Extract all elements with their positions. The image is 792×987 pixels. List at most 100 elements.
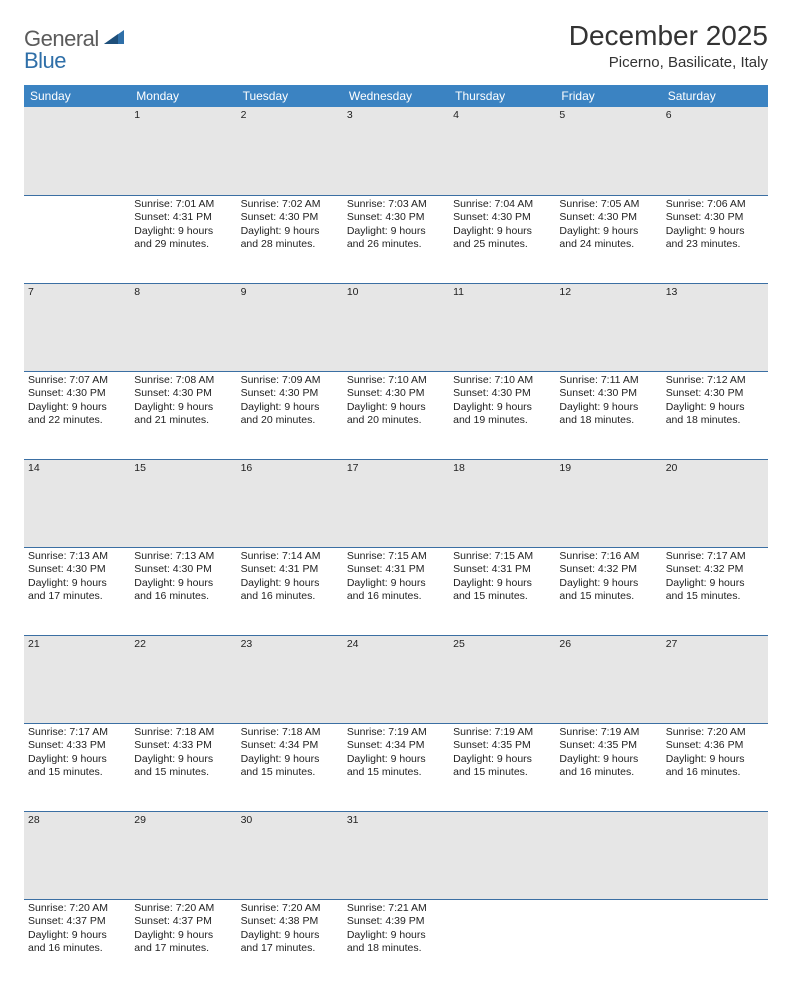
calendar-header-row: SundayMondayTuesdayWednesdayThursdayFrid… xyxy=(24,85,768,107)
day-info: Sunrise: 7:09 AMSunset: 4:30 PMDaylight:… xyxy=(241,374,339,429)
day-cell: Sunrise: 7:19 AMSunset: 4:35 PMDaylight:… xyxy=(449,723,555,811)
day-cell: Sunrise: 7:03 AMSunset: 4:30 PMDaylight:… xyxy=(343,195,449,283)
day-info: Sunrise: 7:13 AMSunset: 4:30 PMDaylight:… xyxy=(28,550,126,605)
day-number xyxy=(662,811,768,899)
day-number: 10 xyxy=(343,283,449,371)
day-info: Sunrise: 7:06 AMSunset: 4:30 PMDaylight:… xyxy=(666,198,764,253)
day-cell: Sunrise: 7:20 AMSunset: 4:37 PMDaylight:… xyxy=(24,899,130,987)
day-cell: Sunrise: 7:15 AMSunset: 4:31 PMDaylight:… xyxy=(449,547,555,635)
day-number xyxy=(24,107,130,195)
day-number: 4 xyxy=(449,107,555,195)
day-number: 18 xyxy=(449,459,555,547)
day-cell: Sunrise: 7:02 AMSunset: 4:30 PMDaylight:… xyxy=(237,195,343,283)
day-cell: Sunrise: 7:09 AMSunset: 4:30 PMDaylight:… xyxy=(237,371,343,459)
day-number: 11 xyxy=(449,283,555,371)
day-number xyxy=(449,811,555,899)
day-cell: Sunrise: 7:17 AMSunset: 4:32 PMDaylight:… xyxy=(662,547,768,635)
day-info: Sunrise: 7:10 AMSunset: 4:30 PMDaylight:… xyxy=(453,374,551,429)
day-number xyxy=(555,811,661,899)
day-info: Sunrise: 7:17 AMSunset: 4:32 PMDaylight:… xyxy=(666,550,764,605)
day-info: Sunrise: 7:19 AMSunset: 4:35 PMDaylight:… xyxy=(453,726,551,781)
day-info: Sunrise: 7:14 AMSunset: 4:31 PMDaylight:… xyxy=(241,550,339,605)
daynum-row: 123456 xyxy=(24,107,768,195)
day-number: 25 xyxy=(449,635,555,723)
day-info: Sunrise: 7:01 AMSunset: 4:31 PMDaylight:… xyxy=(134,198,232,253)
day-number: 22 xyxy=(130,635,236,723)
day-cell: Sunrise: 7:06 AMSunset: 4:30 PMDaylight:… xyxy=(662,195,768,283)
day-info: Sunrise: 7:20 AMSunset: 4:37 PMDaylight:… xyxy=(28,902,126,957)
day-number: 9 xyxy=(237,283,343,371)
month-title: December 2025 xyxy=(569,20,768,52)
day-info: Sunrise: 7:12 AMSunset: 4:30 PMDaylight:… xyxy=(666,374,764,429)
daynum-row: 78910111213 xyxy=(24,283,768,371)
day-number: 31 xyxy=(343,811,449,899)
day-cell: Sunrise: 7:14 AMSunset: 4:31 PMDaylight:… xyxy=(237,547,343,635)
day-cell: Sunrise: 7:10 AMSunset: 4:30 PMDaylight:… xyxy=(449,371,555,459)
day-info: Sunrise: 7:03 AMSunset: 4:30 PMDaylight:… xyxy=(347,198,445,253)
day-info: Sunrise: 7:20 AMSunset: 4:37 PMDaylight:… xyxy=(134,902,232,957)
day-header: Saturday xyxy=(662,85,768,107)
day-info: Sunrise: 7:05 AMSunset: 4:30 PMDaylight:… xyxy=(559,198,657,253)
day-info: Sunrise: 7:21 AMSunset: 4:39 PMDaylight:… xyxy=(347,902,445,957)
day-cell: Sunrise: 7:05 AMSunset: 4:30 PMDaylight:… xyxy=(555,195,661,283)
day-header: Friday xyxy=(555,85,661,107)
day-cell: Sunrise: 7:18 AMSunset: 4:34 PMDaylight:… xyxy=(237,723,343,811)
day-info: Sunrise: 7:19 AMSunset: 4:35 PMDaylight:… xyxy=(559,726,657,781)
day-cell xyxy=(24,195,130,283)
day-info: Sunrise: 7:11 AMSunset: 4:30 PMDaylight:… xyxy=(559,374,657,429)
day-cell: Sunrise: 7:17 AMSunset: 4:33 PMDaylight:… xyxy=(24,723,130,811)
info-row: Sunrise: 7:07 AMSunset: 4:30 PMDaylight:… xyxy=(24,371,768,459)
day-cell: Sunrise: 7:13 AMSunset: 4:30 PMDaylight:… xyxy=(130,547,236,635)
day-cell: Sunrise: 7:13 AMSunset: 4:30 PMDaylight:… xyxy=(24,547,130,635)
day-number: 17 xyxy=(343,459,449,547)
day-number: 27 xyxy=(662,635,768,723)
day-cell: Sunrise: 7:18 AMSunset: 4:33 PMDaylight:… xyxy=(130,723,236,811)
day-info: Sunrise: 7:20 AMSunset: 4:38 PMDaylight:… xyxy=(241,902,339,957)
day-number: 13 xyxy=(662,283,768,371)
day-info: Sunrise: 7:17 AMSunset: 4:33 PMDaylight:… xyxy=(28,726,126,781)
day-number: 12 xyxy=(555,283,661,371)
day-number: 23 xyxy=(237,635,343,723)
day-info: Sunrise: 7:13 AMSunset: 4:30 PMDaylight:… xyxy=(134,550,232,605)
day-number: 14 xyxy=(24,459,130,547)
location-label: Picerno, Basilicate, Italy xyxy=(569,54,768,71)
day-cell: Sunrise: 7:15 AMSunset: 4:31 PMDaylight:… xyxy=(343,547,449,635)
day-cell: Sunrise: 7:20 AMSunset: 4:37 PMDaylight:… xyxy=(130,899,236,987)
day-info: Sunrise: 7:15 AMSunset: 4:31 PMDaylight:… xyxy=(453,550,551,605)
day-number: 15 xyxy=(130,459,236,547)
day-cell: Sunrise: 7:12 AMSunset: 4:30 PMDaylight:… xyxy=(662,371,768,459)
day-cell xyxy=(449,899,555,987)
day-cell: Sunrise: 7:04 AMSunset: 4:30 PMDaylight:… xyxy=(449,195,555,283)
day-info: Sunrise: 7:16 AMSunset: 4:32 PMDaylight:… xyxy=(559,550,657,605)
day-info: Sunrise: 7:02 AMSunset: 4:30 PMDaylight:… xyxy=(241,198,339,253)
day-cell: Sunrise: 7:19 AMSunset: 4:35 PMDaylight:… xyxy=(555,723,661,811)
day-cell: Sunrise: 7:16 AMSunset: 4:32 PMDaylight:… xyxy=(555,547,661,635)
day-number: 26 xyxy=(555,635,661,723)
info-row: Sunrise: 7:20 AMSunset: 4:37 PMDaylight:… xyxy=(24,899,768,987)
day-header: Monday xyxy=(130,85,236,107)
day-cell: Sunrise: 7:19 AMSunset: 4:34 PMDaylight:… xyxy=(343,723,449,811)
day-number: 28 xyxy=(24,811,130,899)
day-number: 20 xyxy=(662,459,768,547)
calendar-table: SundayMondayTuesdayWednesdayThursdayFrid… xyxy=(24,85,768,987)
logo-text-blue: Blue xyxy=(24,48,66,74)
info-row: Sunrise: 7:17 AMSunset: 4:33 PMDaylight:… xyxy=(24,723,768,811)
day-number: 24 xyxy=(343,635,449,723)
day-info: Sunrise: 7:10 AMSunset: 4:30 PMDaylight:… xyxy=(347,374,445,429)
day-number: 21 xyxy=(24,635,130,723)
calendar-page: General December 2025 Picerno, Basilicat… xyxy=(0,0,792,612)
day-cell: Sunrise: 7:11 AMSunset: 4:30 PMDaylight:… xyxy=(555,371,661,459)
info-row: Sunrise: 7:01 AMSunset: 4:31 PMDaylight:… xyxy=(24,195,768,283)
day-cell: Sunrise: 7:08 AMSunset: 4:30 PMDaylight:… xyxy=(130,371,236,459)
day-number: 3 xyxy=(343,107,449,195)
day-header: Thursday xyxy=(449,85,555,107)
day-info: Sunrise: 7:08 AMSunset: 4:30 PMDaylight:… xyxy=(134,374,232,429)
day-number: 6 xyxy=(662,107,768,195)
day-info: Sunrise: 7:18 AMSunset: 4:34 PMDaylight:… xyxy=(241,726,339,781)
day-info: Sunrise: 7:04 AMSunset: 4:30 PMDaylight:… xyxy=(453,198,551,253)
day-number: 1 xyxy=(130,107,236,195)
day-cell xyxy=(662,899,768,987)
day-number: 29 xyxy=(130,811,236,899)
daynum-row: 14151617181920 xyxy=(24,459,768,547)
day-number: 19 xyxy=(555,459,661,547)
